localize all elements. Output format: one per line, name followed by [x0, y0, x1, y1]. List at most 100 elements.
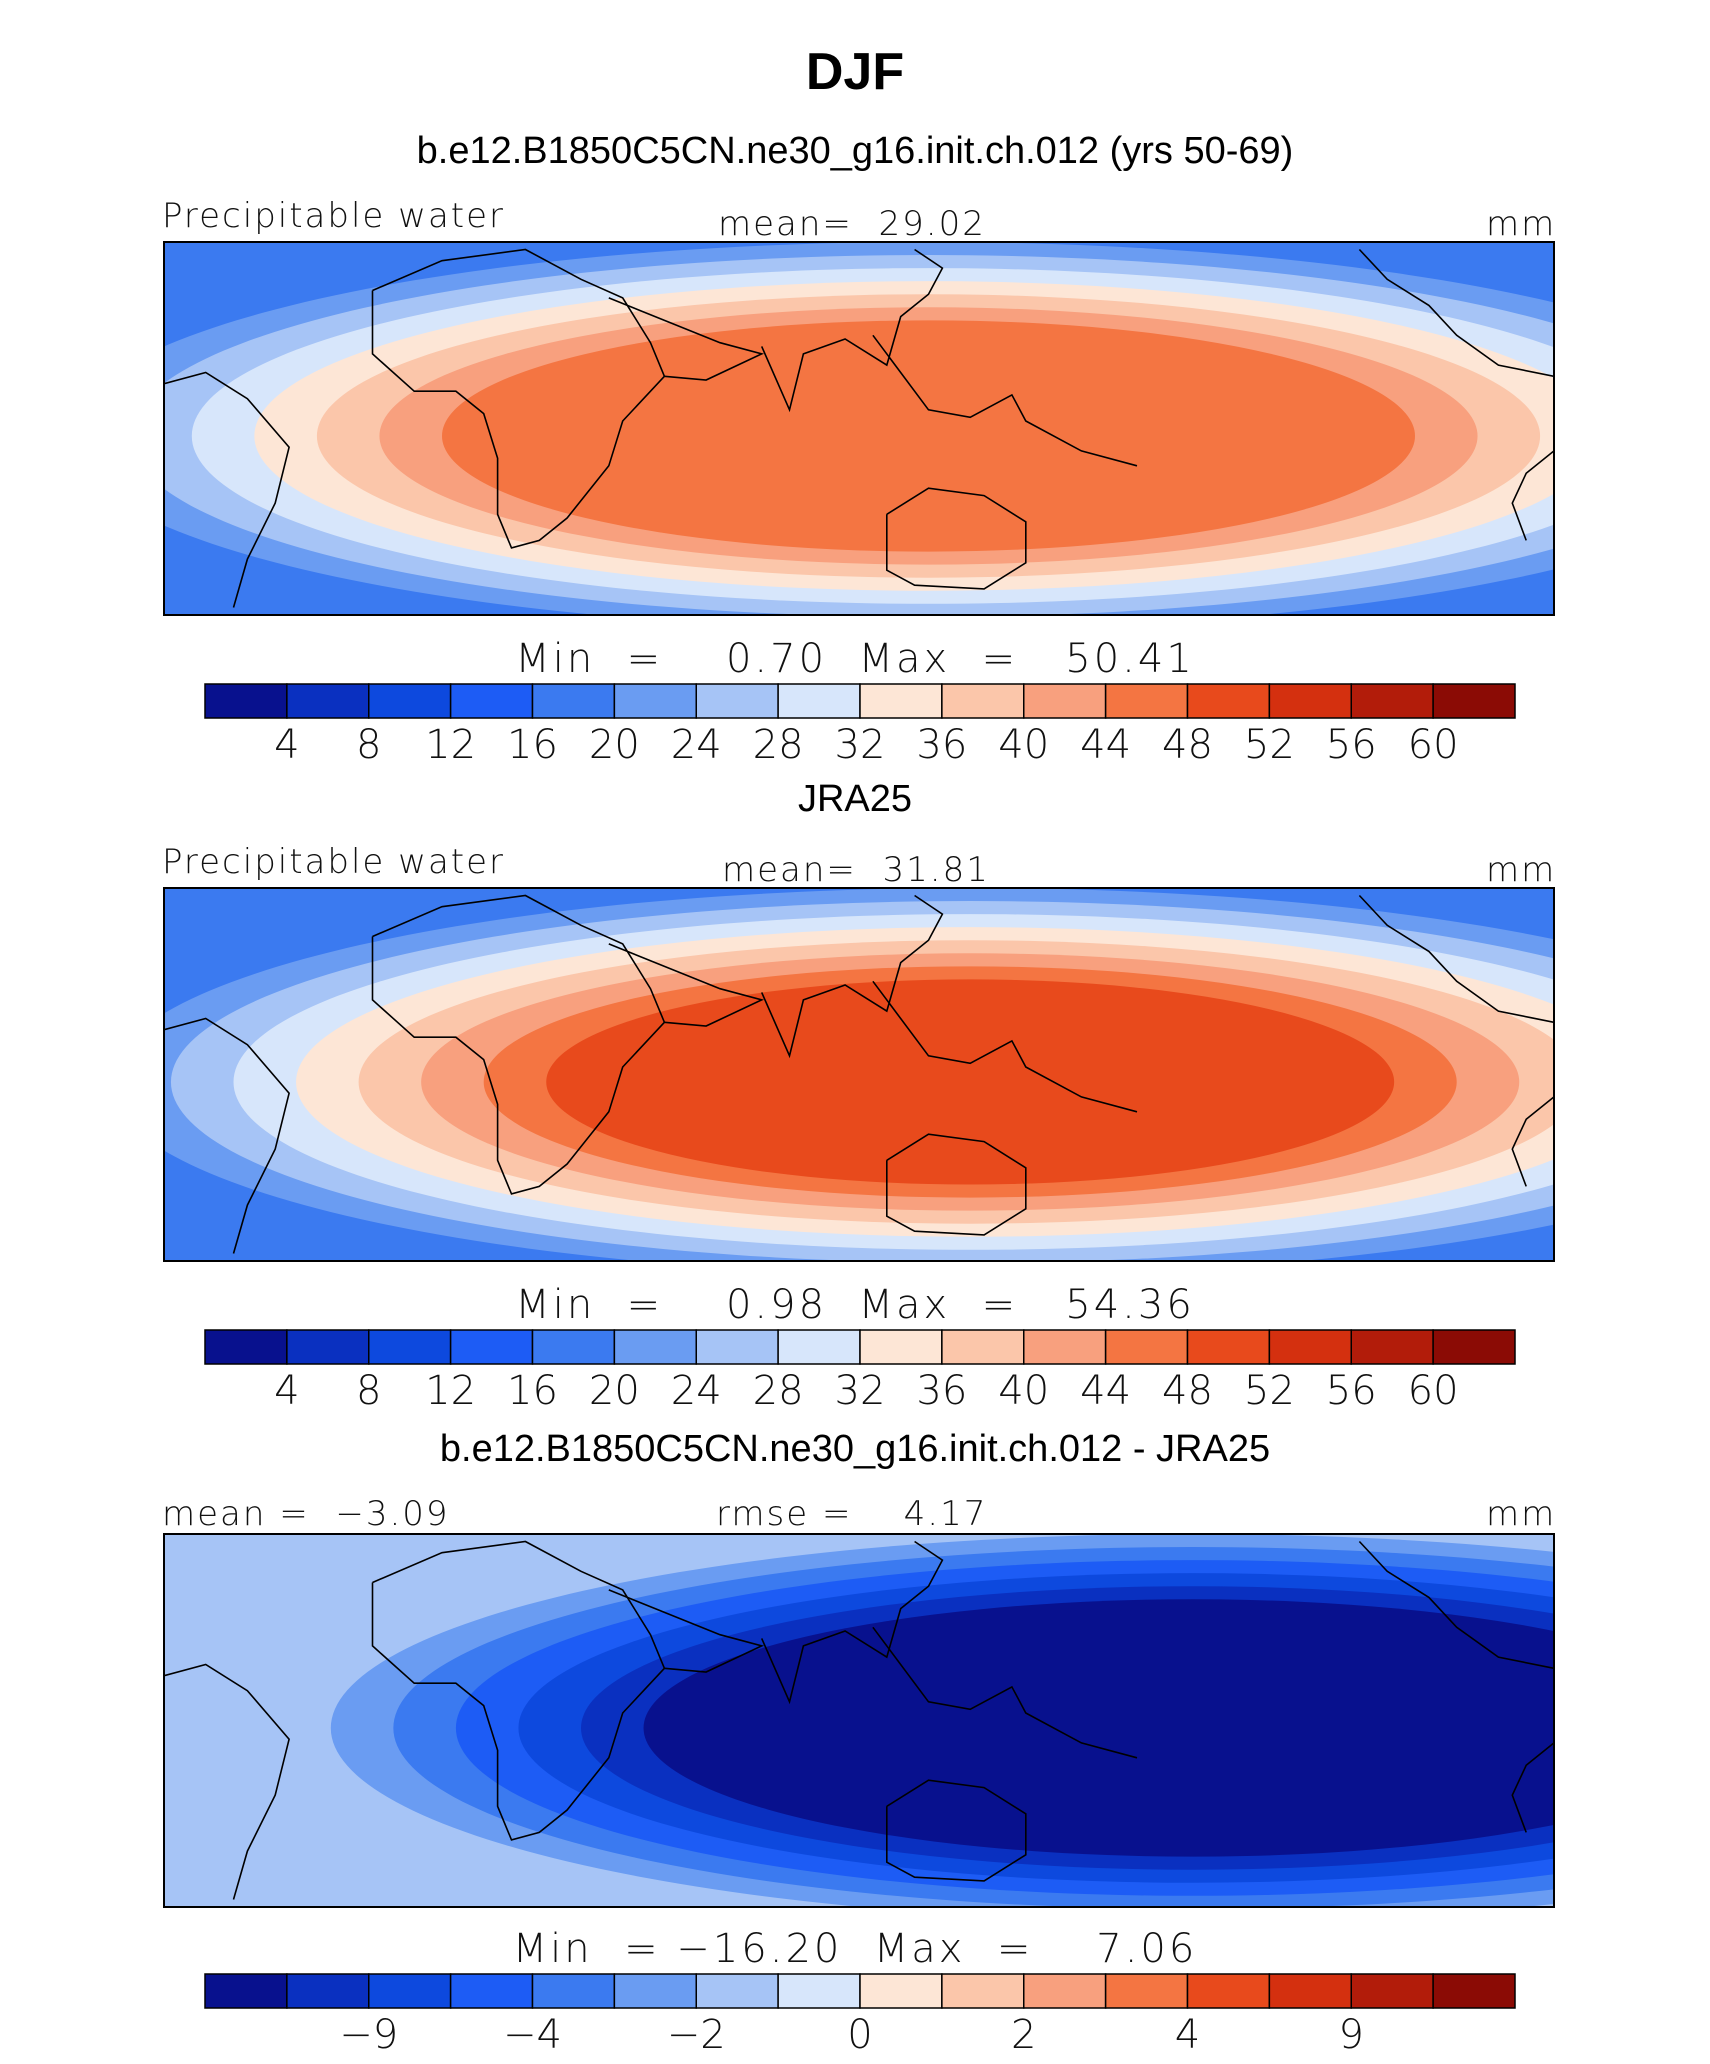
- colorbar-1-tick-2: 8: [356, 722, 382, 768]
- coastline-2: [164, 1663, 290, 1900]
- colorbar-2-tick-12: 48: [1162, 1368, 1213, 1414]
- colorbar-1-swatch-13: [1186, 683, 1271, 719]
- colorbar-3-swatch-14: [1268, 1973, 1352, 2009]
- colorbar-1-tick-10: 40: [998, 722, 1050, 768]
- coastline-7: [1358, 894, 1554, 1024]
- colorbar-2-tick-13: 52: [1243, 1368, 1295, 1414]
- map-1-contour-7: [442, 320, 1415, 552]
- colorbar-2-tick-3: 12: [425, 1368, 477, 1414]
- colorbar-2: [204, 1329, 1516, 1365]
- colorbar-3-tick-7: 9: [1338, 2012, 1364, 2058]
- colorbar-3-swatch-5: [531, 1973, 616, 2009]
- colorbar-2-swatch-14: [1268, 1329, 1352, 1365]
- map-panel-1: [163, 241, 1555, 616]
- coastline-2: [164, 1017, 290, 1254]
- map-2-frame: [163, 887, 1555, 1262]
- colorbar-3-swatch-3: [368, 1973, 452, 2009]
- colorbar-2-tick-1: 4: [274, 1368, 300, 1414]
- colorbar-1-swatch-12: [1104, 683, 1189, 719]
- colorbar-2-tick-4: 16: [507, 1368, 558, 1414]
- panel-1-title: b.e12.B1850C5CN.ne30_g16.init.ch.012 (yr…: [416, 130, 1294, 172]
- colorbar-1-swatch-5: [531, 683, 616, 719]
- coastline-5: [872, 1626, 1138, 1759]
- colorbar-1-tick-9: 36: [916, 722, 968, 768]
- coastline-8: [1511, 1742, 1554, 1833]
- colorbar-1-tick-11: 44: [1080, 722, 1132, 768]
- colorbar-3-swatch-4: [449, 1973, 534, 2009]
- colorbar-3-tick-6: 4: [1174, 2012, 1201, 2058]
- coastline-3: [608, 297, 765, 381]
- coastline-8: [1511, 1096, 1554, 1187]
- colorbar-2-swatch-11: [1023, 1329, 1107, 1365]
- colorbar-1-tick-3: 12: [425, 722, 477, 768]
- panel-1-minmax: Min = 0.70 Max = 50.41: [515, 636, 1195, 682]
- figure-title: DJF: [805, 43, 905, 101]
- colorbar-2-swatch-8: [777, 1329, 861, 1365]
- colorbar-2-tick-5: 20: [588, 1368, 640, 1414]
- colorbar-1-tick-15: 60: [1407, 722, 1459, 768]
- colorbar-1-swatch-14: [1268, 683, 1352, 719]
- panel-2-mean: mean= 31.81: [722, 850, 990, 890]
- colorbar-3-swatch-11: [1023, 1973, 1107, 2009]
- colorbar-3-swatch-12: [1104, 1973, 1189, 2009]
- colorbar-1-tick-4: 16: [507, 722, 558, 768]
- map-panel-3: [163, 1533, 1555, 1908]
- panel-3-title: b.e12.B1850C5CN.ne30_g16.init.ch.012 - J…: [439, 1428, 1271, 1470]
- colorbar-3-tick-1: −9: [339, 2012, 399, 2058]
- colorbar-1-tick-12: 48: [1162, 722, 1213, 768]
- colorbar-3-swatch-16: [1432, 1973, 1516, 2009]
- coastline-7: [1358, 1540, 1554, 1670]
- colorbar-1-swatch-4: [449, 683, 534, 719]
- colorbar-2-swatch-12: [1104, 1329, 1189, 1365]
- panel-2-minmax: Min = 0.98 Max = 54.36: [515, 1282, 1195, 1328]
- panel-3-units: mm: [1486, 1494, 1557, 1534]
- colorbar-3-swatch-10: [941, 1973, 1025, 2009]
- colorbar-2-tick-7: 28: [752, 1368, 804, 1414]
- colorbar-1-swatch-8: [777, 683, 861, 719]
- colorbar-3-tick-4: 0: [847, 2012, 873, 2058]
- colorbar-2-swatch-3: [368, 1329, 452, 1365]
- colorbar-2-tick-9: 36: [916, 1368, 968, 1414]
- colorbar-2-tick-6: 24: [670, 1368, 722, 1414]
- colorbar-1-tick-1: 4: [274, 722, 300, 768]
- coastline-1: [371, 248, 666, 549]
- coastline-8: [1511, 450, 1554, 541]
- colorbar-1-swatch-9: [859, 683, 943, 719]
- colorbar-3-swatch-7: [695, 1973, 779, 2009]
- colorbar-3-swatch-8: [777, 1973, 861, 2009]
- panel-2-units: mm: [1486, 850, 1557, 890]
- colorbar-2-tick-15: 60: [1407, 1368, 1459, 1414]
- panel-2-variable: Precipitable water: [162, 842, 506, 882]
- colorbar-1-swatch-2: [286, 683, 370, 719]
- colorbar-2-swatch-15: [1350, 1329, 1434, 1365]
- coastline-7: [1358, 248, 1554, 378]
- panel-3-mean: mean = −3.09: [162, 1494, 450, 1534]
- colorbar-1-swatch-16: [1432, 683, 1516, 719]
- map-3-frame: [163, 1533, 1555, 1908]
- colorbar-3-swatch-13: [1186, 1973, 1271, 2009]
- colorbar-2-swatch-9: [859, 1329, 943, 1365]
- colorbar-2-tick-2: 8: [356, 1368, 382, 1414]
- coastline-6: [885, 487, 1027, 590]
- colorbar-1-tick-5: 20: [588, 722, 640, 768]
- coastline-5: [872, 980, 1138, 1113]
- colorbar-3-swatch-15: [1350, 1973, 1434, 2009]
- colorbar-2-tick-8: 32: [834, 1368, 886, 1414]
- colorbar-3-tick-3: −2: [666, 2012, 726, 2058]
- colorbar-2-swatch-2: [286, 1329, 370, 1365]
- colorbar-2-swatch-16: [1432, 1329, 1516, 1365]
- panel-3-minmax: Min = −16.20 Max = 7.06: [512, 1926, 1198, 1972]
- coastline-4: [760, 1540, 944, 1705]
- colorbar-2-tick-10: 40: [998, 1368, 1050, 1414]
- panel-1-variable: Precipitable water: [162, 196, 506, 236]
- colorbar-1-tick-8: 32: [834, 722, 886, 768]
- coastline-4: [760, 894, 944, 1059]
- colorbar-1-swatch-7: [695, 683, 779, 719]
- colorbar-3-tick-2: −4: [503, 2012, 562, 2058]
- panel-1-units: mm: [1486, 204, 1557, 244]
- colorbar-2-tick-11: 44: [1080, 1368, 1132, 1414]
- colorbar-3-tick-5: 2: [1011, 2012, 1037, 2058]
- colorbar-3: [204, 1973, 1516, 2009]
- colorbar-3-swatch-2: [286, 1973, 370, 2009]
- colorbar-1-swatch-6: [613, 683, 697, 719]
